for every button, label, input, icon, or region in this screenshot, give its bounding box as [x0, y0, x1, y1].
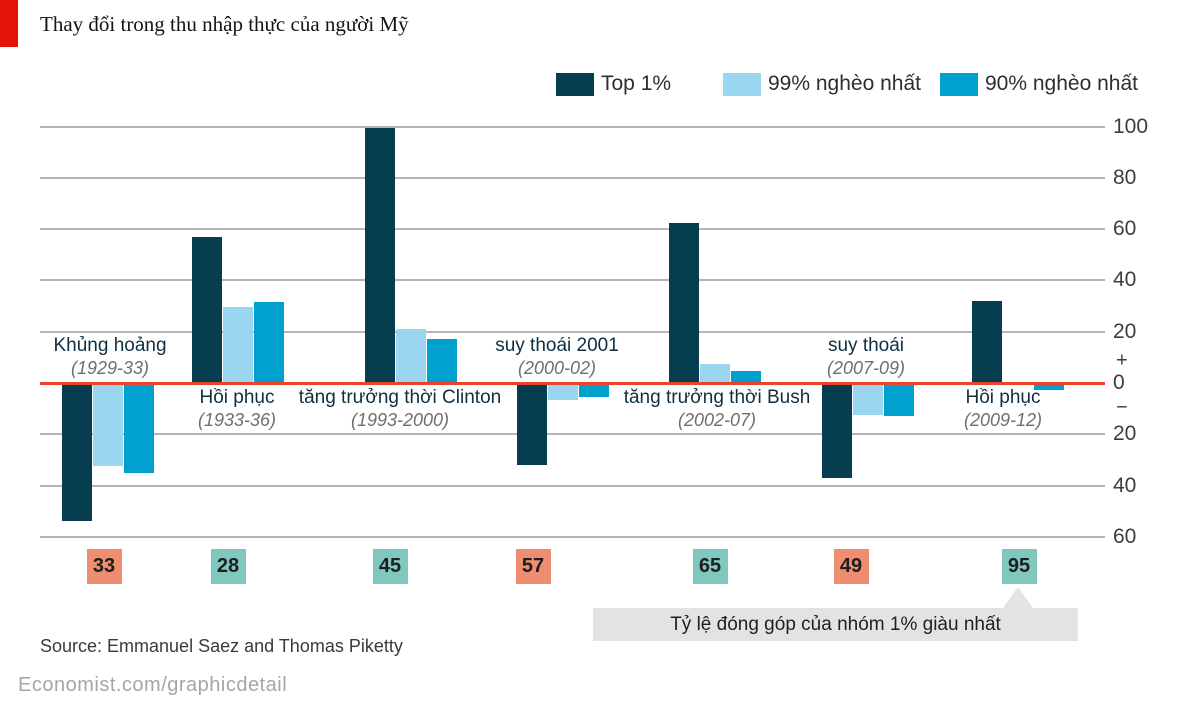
- share-badge: 95: [1001, 549, 1037, 584]
- y-axis-tick-label: 0: [1113, 371, 1125, 394]
- bar-bottom99: [548, 385, 578, 401]
- bar-bottom90: [1034, 385, 1064, 390]
- bar-bottom99: [700, 363, 730, 383]
- period-years: (1933-36): [197, 410, 277, 430]
- legend-swatch-icon: [940, 72, 978, 96]
- callout-label: Tỷ lệ đóng góp của nhóm 1% giàu nhất: [593, 608, 1078, 641]
- economist-brand-block: [0, 0, 18, 47]
- gridline: [40, 433, 1105, 436]
- bar-top1: [192, 236, 222, 383]
- y-axis-tick-label: 60: [1113, 524, 1137, 548]
- legend-label: Top 1%: [601, 72, 672, 95]
- bar-bottom90: [579, 385, 609, 398]
- period-label: tăng trưởng thời Bush (2002-07): [624, 387, 811, 431]
- bar-top1: [669, 222, 699, 383]
- legend-swatch-icon: [556, 72, 594, 96]
- period-years: (2002-07): [677, 410, 757, 430]
- share-badge: 49: [833, 549, 869, 584]
- period-label: tăng trưởng thời Clinton (1993-2000): [299, 387, 501, 431]
- period-years: (1993-2000): [350, 410, 450, 430]
- legend-item: 90% nghèo nhất: [940, 72, 1138, 96]
- legend-label: 90% nghèo nhất: [985, 72, 1138, 95]
- footer-url: Economist.com/graphicdetail: [18, 674, 288, 696]
- bar-bottom90: [124, 385, 154, 474]
- gridline: [40, 125, 1105, 128]
- bar-bottom90: [254, 302, 284, 383]
- legend-swatch-icon: [723, 72, 761, 96]
- period-label: suy thoái (2007-09): [827, 335, 905, 379]
- y-axis-tick-label: 80: [1113, 165, 1137, 189]
- y-axis-tick-label: 20: [1113, 319, 1137, 343]
- gridline: [40, 176, 1105, 179]
- gridline: [40, 330, 1105, 333]
- share-badge: 33: [86, 549, 122, 584]
- y-axis-tick-label: 20: [1113, 422, 1137, 446]
- bar-top1: [972, 300, 1002, 383]
- y-axis-tick-label: 60: [1113, 217, 1137, 241]
- bar-bottom99: [396, 329, 426, 383]
- y-axis-tick-label: 40: [1113, 473, 1137, 497]
- period-years: (2000-02): [517, 358, 597, 378]
- legend-label: 99% nghèo nhất: [768, 72, 921, 95]
- period-label: Hồi phục (2009-12): [964, 387, 1042, 431]
- bar-top1: [62, 385, 92, 521]
- y-axis-plus-sign: +: [1116, 349, 1128, 372]
- bar-top1: [517, 385, 547, 465]
- y-axis-minus-sign: −: [1116, 396, 1128, 419]
- bar-bottom99: [223, 307, 253, 383]
- gridline: [40, 484, 1105, 487]
- gridline: [40, 535, 1105, 538]
- chart-title: Thay đổi trong thu nhập thực của người M…: [40, 12, 409, 36]
- period-name: tăng trưởng thời Clinton: [298, 387, 502, 408]
- legend-item: 99% nghèo nhất: [723, 72, 921, 96]
- period-years: (2007-09): [826, 358, 906, 378]
- gridline: [40, 228, 1105, 231]
- share-badge: 45: [372, 549, 408, 584]
- y-axis-tick-label: 100: [1113, 114, 1149, 138]
- callout-pointer: [1003, 587, 1033, 608]
- period-name: Hồi phục: [199, 387, 275, 408]
- period-years: (2009-12): [963, 410, 1043, 430]
- legend-item: Top 1%: [556, 72, 671, 96]
- share-badge: 65: [692, 549, 728, 584]
- share-badge: 28: [210, 549, 246, 584]
- period-name: tăng trưởng thời Bush: [623, 387, 811, 408]
- period-label: Hồi phục (1933-36): [198, 387, 276, 431]
- share-badge: 57: [515, 549, 551, 584]
- period-name: suy thoái: [827, 335, 905, 356]
- bar-bottom99: [93, 385, 123, 466]
- bar-bottom90: [427, 339, 457, 383]
- period-name: Khủng hoảng: [53, 335, 167, 356]
- bar-bottom90: [884, 385, 914, 417]
- period-name: suy thoái 2001: [495, 335, 619, 356]
- period-name: Hồi phục: [965, 387, 1041, 408]
- y-axis-tick-label: 40: [1113, 268, 1137, 292]
- bar-top1: [822, 385, 852, 478]
- period-years: (1929-33): [70, 358, 150, 378]
- gridline: [40, 279, 1105, 282]
- bar-bottom90: [731, 371, 761, 383]
- source-note: Source: Emmanuel Saez and Thomas Piketty: [40, 636, 403, 656]
- period-label: suy thoái 2001 (2000-02): [495, 335, 619, 379]
- bar-top1: [365, 127, 395, 383]
- bar-bottom99: [853, 385, 883, 415]
- period-label: Khủng hoảng (1929-33): [53, 335, 166, 379]
- zero-baseline: [40, 382, 1105, 385]
